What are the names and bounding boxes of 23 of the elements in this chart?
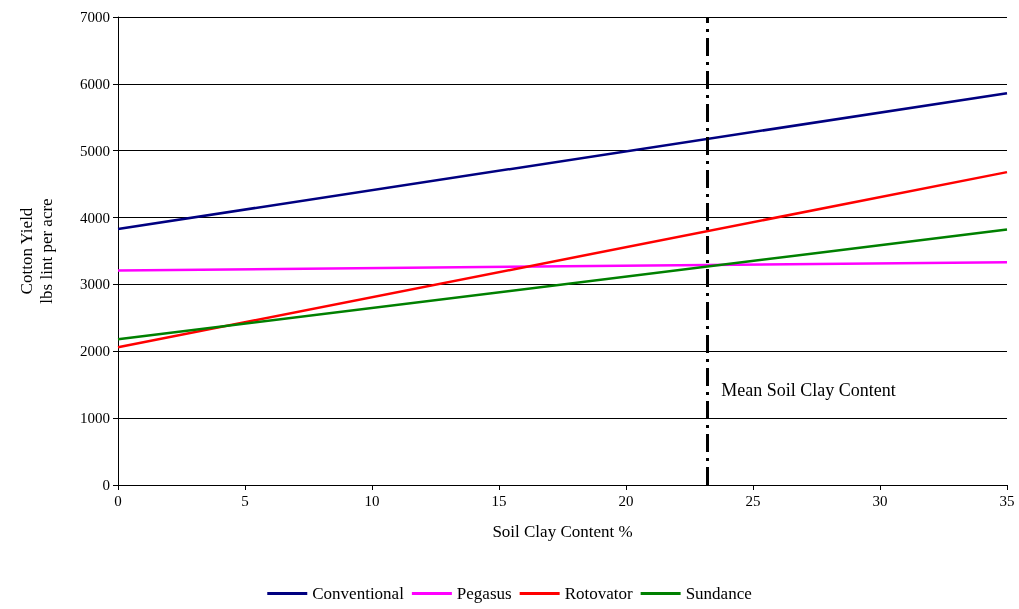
y-tick-label: 5000 (80, 142, 110, 159)
legend-label: Rotovator (564, 584, 633, 603)
y-tick-label: 4000 (80, 209, 110, 226)
x-tick-label: 5 (241, 492, 249, 509)
x-tick-label: 10 (364, 492, 380, 509)
x-tick-label: 25 (745, 492, 761, 509)
y-axis-title: Cotton Yield lbs lint per acre (16, 198, 56, 304)
y-tick-label: 3000 (80, 276, 110, 293)
ref-line-label: Mean Soil Clay Content (721, 380, 896, 401)
y-tick-label: 7000 (80, 9, 110, 25)
x-tick-label: 30 (872, 492, 888, 509)
y-tick-label: 6000 (80, 75, 110, 92)
x-tick-label: 15 (491, 492, 507, 509)
y-tick-label: 0 (102, 477, 110, 493)
legend-label: Sundance (685, 584, 752, 603)
y-tick-label: 2000 (80, 343, 110, 360)
legend-label: Pegasus (456, 584, 512, 603)
x-axis-title: Soil Clay Content % (492, 522, 633, 541)
x-tick-label: 0 (114, 492, 122, 509)
x-tick-label: 35 (999, 492, 1015, 509)
x-tick-label: 20 (618, 492, 634, 509)
legend-label: Conventional (312, 584, 405, 603)
y-tick-label: 1000 (80, 410, 110, 427)
